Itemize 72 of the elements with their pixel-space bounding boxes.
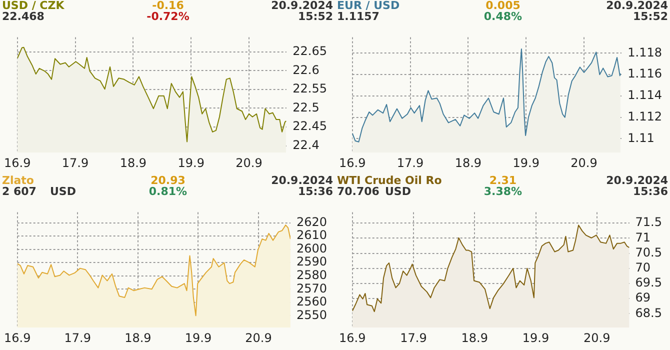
chart-title: USD / CZK — [2, 0, 64, 12]
text: 20.9.2024 — [606, 0, 668, 12]
text: 15:52 — [632, 10, 668, 23]
text: 20.93 — [150, 174, 186, 187]
y-tick-label: 1.118 — [628, 45, 662, 60]
text: 0.48% — [482, 10, 524, 23]
x-tick-label: 19.9 — [184, 330, 212, 345]
y-tick-label: 22.4 — [292, 138, 320, 152]
y-tick-label: 22.6 — [292, 62, 320, 77]
chart-subtitle: 22.468 — [2, 10, 44, 23]
x-tick-label: 19.9 — [522, 330, 550, 345]
text: 0.005 — [486, 0, 520, 12]
x-tick-label: 20.9 — [584, 330, 610, 345]
text: 0.81% — [148, 185, 188, 198]
x-tick-label: 17.9 — [64, 330, 92, 345]
chart-title: WTI Crude Oil Ro — [337, 174, 442, 187]
text: 20.9.2024 — [271, 0, 333, 12]
y-tick-label: 2560 — [296, 294, 328, 309]
x-tick-label: 18.9 — [461, 330, 488, 345]
x-tick-label: 19.9 — [512, 156, 540, 170]
x-tick-label: 16.9 — [339, 156, 366, 170]
text: 15:36 — [632, 185, 668, 198]
y-tick-label: 69 — [635, 290, 651, 305]
text: -0.72% — [146, 10, 190, 23]
y-tick-label: 22.55 — [292, 82, 328, 96]
x-tick-label: 20.9 — [236, 156, 262, 170]
x-tick-label: 16.9 — [339, 330, 366, 345]
text: USD — [385, 185, 411, 198]
y-tick-label: 70 — [635, 260, 651, 275]
text: 15:36 — [298, 185, 333, 198]
chart-subtitle: 1.1157 — [337, 10, 380, 23]
y-tick-label: 1.116 — [628, 66, 662, 81]
y-tick-label: 22.45 — [292, 119, 328, 134]
y-tick-label: 1.11 — [628, 130, 654, 145]
y-tick-label: 68.5 — [635, 306, 662, 320]
y-tick-label: 2550 — [296, 308, 328, 322]
y-tick-label: 2600 — [296, 241, 328, 256]
text: 3.38% — [482, 185, 524, 198]
y-tick-label: 2580 — [296, 268, 328, 282]
x-tick-label: 16.9 — [4, 330, 31, 345]
x-tick-label: 16.9 — [4, 156, 31, 170]
y-tick-label: 2570 — [296, 281, 328, 296]
chart-title: Zlato — [2, 174, 34, 187]
x-tick-label: 17.9 — [400, 330, 427, 345]
y-tick-label: 2590 — [296, 254, 328, 269]
y-tick-label: 69.5 — [635, 276, 662, 290]
x-tick-label: 17.9 — [62, 156, 89, 170]
text: 15:52 — [298, 10, 333, 23]
y-tick-label: 70.5 — [635, 245, 662, 260]
text: 20.9.2024 — [271, 174, 333, 187]
x-tick-label: 18.9 — [454, 156, 482, 170]
chart-title: EUR / USD — [337, 0, 400, 12]
y-tick-label: 22.65 — [292, 44, 328, 58]
x-tick-label: 18.9 — [120, 156, 147, 170]
x-tick-label: 17.9 — [396, 156, 424, 170]
text: 20.9.2024 — [606, 174, 668, 187]
chart-subtitle: 70.706 — [337, 185, 380, 198]
y-tick-label: 2620 — [296, 214, 328, 229]
text: 2.31 — [489, 174, 517, 187]
x-tick-label: 20.9 — [245, 330, 272, 345]
y-tick-label: 1.112 — [628, 109, 662, 124]
y-tick-label: 1.114 — [628, 88, 662, 102]
text: -0.16 — [152, 0, 184, 12]
chart-subtitle: 2 607 — [2, 185, 36, 198]
y-tick-label: 71 — [635, 230, 651, 244]
y-tick-label: 22.5 — [292, 100, 320, 114]
y-tick-label: 2610 — [296, 228, 328, 242]
y-tick-label: 71.5 — [635, 215, 662, 230]
x-tick-label: 18.9 — [124, 330, 152, 345]
x-tick-label: 20.9 — [570, 156, 598, 170]
x-tick-label: 19.9 — [178, 156, 204, 170]
text: USD — [50, 185, 76, 198]
